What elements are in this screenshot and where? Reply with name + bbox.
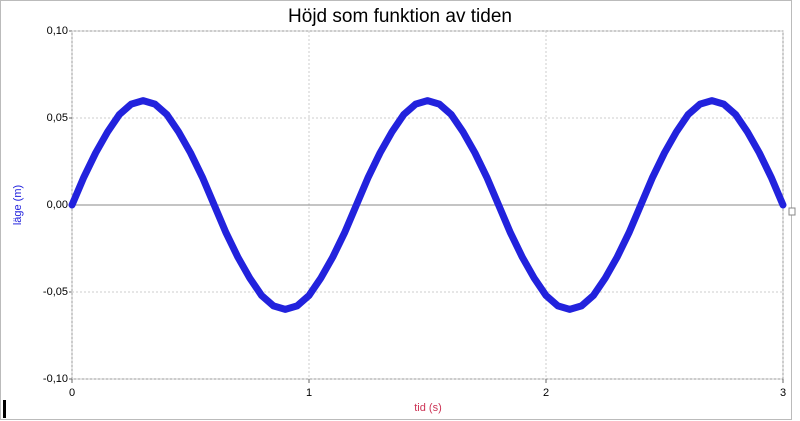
resize-handle[interactable] [788, 207, 796, 216]
cursor-bar [3, 400, 6, 418]
data-line [68, 97, 787, 313]
x-tick-label: 0 [69, 387, 75, 399]
x-tick-label: 2 [543, 387, 549, 399]
x-tick-label: 1 [306, 387, 312, 399]
y-axis-label: läge (m) [12, 185, 24, 225]
y-tick-label: 0,10 [47, 25, 68, 37]
y-tick-label: -0,10 [43, 373, 68, 385]
y-tick-label: -0,05 [43, 286, 68, 298]
x-tick-label: 3 [780, 387, 786, 399]
chart-title: Höjd som funktion av tiden [288, 6, 512, 27]
x-axis-label: tid (s) [414, 402, 442, 414]
y-tick-label: 0,00 [47, 199, 68, 211]
y-tick-label: 0,05 [47, 112, 68, 124]
